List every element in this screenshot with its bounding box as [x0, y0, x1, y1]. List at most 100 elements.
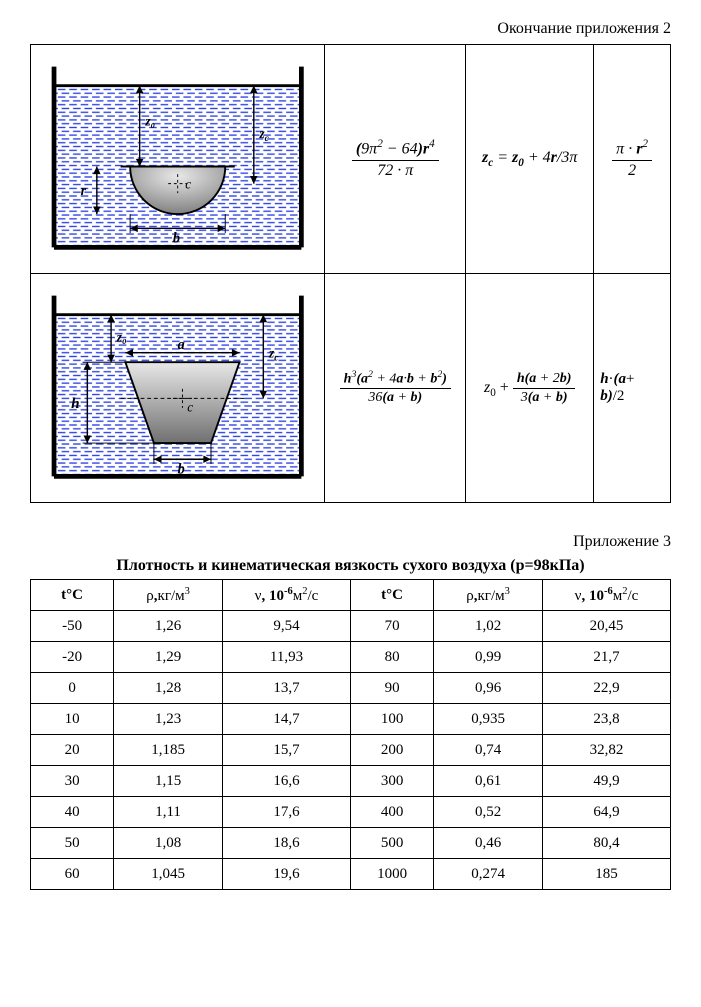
trapezoid-inertia-num: h3(a2 + 4a·b + b2) — [340, 369, 451, 388]
svg-text:c: c — [185, 176, 191, 191]
col-nu1: ν, 10-6м2/с — [222, 580, 350, 611]
col-nu2: ν, 10-6м2/с — [542, 580, 670, 611]
col-t1: t°C — [31, 580, 114, 611]
cell-t2: 500 — [350, 828, 433, 859]
svg-text:b: b — [178, 461, 185, 477]
table-row: 101,2314,71000,93523,8 — [31, 704, 671, 735]
cell-t2: 80 — [350, 642, 433, 673]
cell-nu2: 22,9 — [542, 673, 670, 704]
trapezoid-zc-num: h(a + 2b) — [513, 370, 576, 388]
cell-rho2: 0,935 — [434, 704, 543, 735]
semicircle-area-den: 2 — [612, 160, 652, 181]
cell-nu1: 19,6 — [222, 859, 350, 890]
semicircle-inertia: (9π2 − 64)r4 72 · π — [325, 45, 466, 274]
cell-rho1: 1,29 — [114, 642, 223, 673]
cell-t1: 10 — [31, 704, 114, 735]
cell-rho1: 1,28 — [114, 673, 223, 704]
cell-t1: 0 — [31, 673, 114, 704]
cell-t2: 90 — [350, 673, 433, 704]
cell-rho1: 1,185 — [114, 735, 223, 766]
cell-rho1: 1,045 — [114, 859, 223, 890]
cell-nu1: 16,6 — [222, 766, 350, 797]
cell-nu1: 11,93 — [222, 642, 350, 673]
svg-text:b: b — [173, 230, 180, 246]
cell-t1: -20 — [31, 642, 114, 673]
cell-nu2: 32,82 — [542, 735, 670, 766]
figure-trapezoid: c a b h — [31, 274, 325, 503]
shape-row-semicircle: c z₀ zc r — [31, 45, 671, 274]
cell-t2: 70 — [350, 611, 433, 642]
cell-nu1: 14,7 — [222, 704, 350, 735]
cell-nu1: 18,6 — [222, 828, 350, 859]
semicircle-inertia-den: 72 · π — [352, 160, 439, 181]
cell-rho1: 1,08 — [114, 828, 223, 859]
cell-t2: 200 — [350, 735, 433, 766]
svg-text:c: c — [187, 399, 193, 414]
cell-rho2: 0,52 — [434, 797, 543, 828]
semicircle-zc-formula: zc = z0 + 4r/3π — [482, 149, 577, 166]
cell-t1: 40 — [31, 797, 114, 828]
table-row: 201,18515,72000,7432,82 — [31, 735, 671, 766]
cell-rho1: 1,15 — [114, 766, 223, 797]
cell-rho2: 0,99 — [434, 642, 543, 673]
shapes-table: c z₀ zc r — [30, 44, 671, 503]
cell-t1: 20 — [31, 735, 114, 766]
col-rho2: ρ,кг/м3 — [434, 580, 543, 611]
cell-rho2: 0,46 — [434, 828, 543, 859]
semicircle-area-num: π · r2 — [612, 137, 652, 159]
svg-text:r: r — [81, 183, 87, 199]
trapezoid-inertia: h3(a2 + 4a·b + b2) 36(a + b) — [325, 274, 466, 503]
shape-row-trapezoid: c a b h — [31, 274, 671, 503]
cell-nu2: 20,45 — [542, 611, 670, 642]
col-rho1: ρ,кг/м3 — [114, 580, 223, 611]
table-row: 301,1516,63000,6149,9 — [31, 766, 671, 797]
cell-t2: 300 — [350, 766, 433, 797]
appendix3-title: Плотность и кинематическая вязкость сухо… — [30, 557, 671, 575]
cell-t2: 400 — [350, 797, 433, 828]
cell-nu2: 185 — [542, 859, 670, 890]
table-row: 501,0818,65000,4680,4 — [31, 828, 671, 859]
cell-rho2: 0,61 — [434, 766, 543, 797]
table-row: 01,2813,7900,9622,9 — [31, 673, 671, 704]
cell-t1: 60 — [31, 859, 114, 890]
table-row: -201,2911,93800,9921,7 — [31, 642, 671, 673]
svg-text:h: h — [71, 394, 79, 411]
cell-rho1: 1,11 — [114, 797, 223, 828]
trapezoid-zc-den: 3(a + b) — [513, 388, 576, 407]
cell-nu1: 17,6 — [222, 797, 350, 828]
cell-t2: 1000 — [350, 859, 433, 890]
cell-rho1: 1,23 — [114, 704, 223, 735]
data-body: -501,269,54701,0220,45-201,2911,93800,99… — [31, 611, 671, 890]
air-properties-table: t°C ρ,кг/м3 ν, 10-6м2/с t°C ρ,кг/м3 ν, 1… — [30, 579, 671, 890]
svg-text:z₀: z₀ — [144, 113, 155, 128]
table-row: 601,04519,610000,274185 — [31, 859, 671, 890]
cell-t1: 30 — [31, 766, 114, 797]
data-header-row: t°C ρ,кг/м3 ν, 10-6м2/с t°C ρ,кг/м3 ν, 1… — [31, 580, 671, 611]
table-row: -501,269,54701,0220,45 — [31, 611, 671, 642]
col-t2: t°C — [350, 580, 433, 611]
cell-nu1: 15,7 — [222, 735, 350, 766]
trapezoid-zc: z0 + h(a + 2b) 3(a + b) — [466, 274, 594, 503]
svg-text:z₀: z₀ — [116, 329, 127, 344]
semicircle-svg: c z₀ zc r — [35, 52, 320, 262]
cell-nu2: 64,9 — [542, 797, 670, 828]
figure-semicircle: c z₀ zc r — [31, 45, 325, 274]
trapezoid-area-formula: h·(a+b)/2 — [600, 371, 634, 404]
cell-t2: 100 — [350, 704, 433, 735]
cell-nu1: 9,54 — [222, 611, 350, 642]
cell-rho2: 0,96 — [434, 673, 543, 704]
cell-t1: -50 — [31, 611, 114, 642]
cell-rho2: 0,274 — [434, 859, 543, 890]
cell-nu2: 80,4 — [542, 828, 670, 859]
trapezoid-area: h·(a+b)/2 — [594, 274, 671, 503]
trapezoid-zc-lead: z0 + — [484, 379, 513, 396]
cell-nu1: 13,7 — [222, 673, 350, 704]
table-row: 401,1117,64000,5264,9 — [31, 797, 671, 828]
semicircle-zc: zc = z0 + 4r/3π — [466, 45, 594, 274]
appendix2-caption: Окончание приложения 2 — [30, 20, 671, 38]
cell-nu2: 21,7 — [542, 642, 670, 673]
trapezoid-svg: c a b h — [35, 281, 320, 491]
cell-rho2: 0,74 — [434, 735, 543, 766]
cell-t1: 50 — [31, 828, 114, 859]
cell-nu2: 23,8 — [542, 704, 670, 735]
